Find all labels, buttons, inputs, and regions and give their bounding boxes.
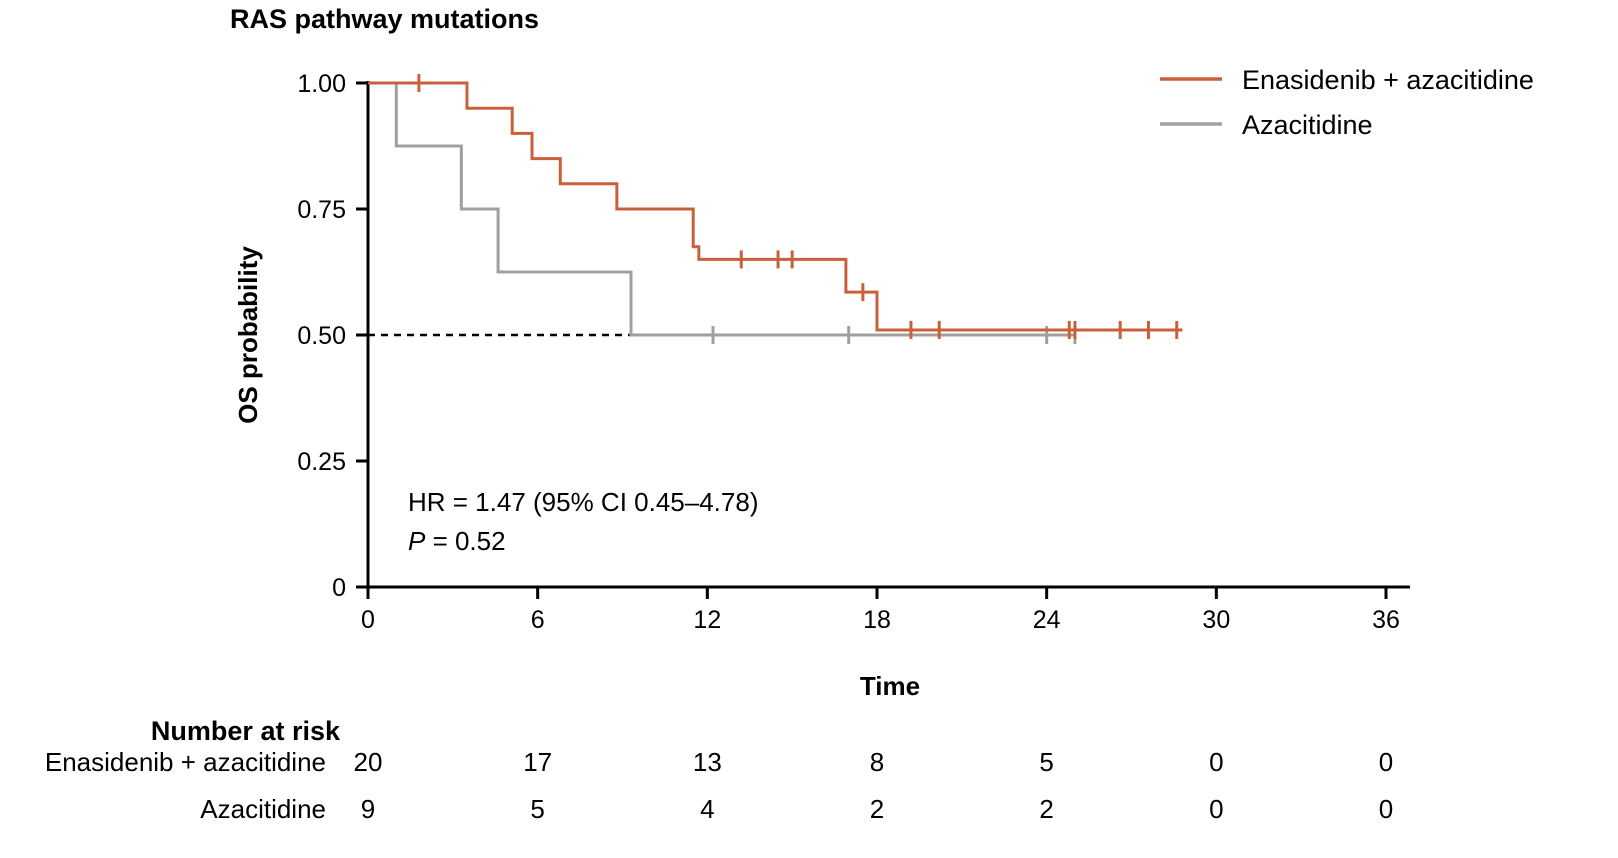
risk-table: Enasidenib + azacitidine 20 17 13 8 5 0 0Azacit… [45, 747, 1393, 824]
p-value-number: = 0.52 [425, 526, 505, 556]
p-value-label: P [408, 526, 426, 556]
curve-azacitidine [368, 81, 1075, 337]
risk-value-azacitidine-36: 0 [1379, 794, 1393, 824]
x-tick-label-18: 18 [863, 606, 891, 634]
legend: Enasidenib + azacitidine Azacitidine [1160, 65, 1534, 140]
y-tick-label-1: 0.25 [297, 448, 346, 476]
risk-value-azacitidine-24: 2 [1039, 794, 1053, 824]
risk-row-label-enasidenib-azacitidine: Enasidenib + azacitidine [45, 747, 326, 777]
risk-value-enasidenib-azacitidine-18: 8 [870, 747, 884, 777]
risk-value-azacitidine-0: 9 [361, 794, 375, 824]
x-tick-label-12: 12 [693, 606, 721, 634]
curve-enasidenib-azacitidine [368, 81, 1183, 332]
series-enasidenib-azacitidine [368, 74, 1183, 339]
x-tick-label-6: 6 [531, 606, 545, 634]
risk-value-azacitidine-30: 0 [1209, 794, 1223, 824]
x-tick-label-30: 30 [1202, 606, 1230, 634]
hazard-ratio-annotation: HR = 1.47 (95% CI 0.45–4.78) [408, 487, 758, 517]
legend-label-azacitidine: Azacitidine [1242, 110, 1373, 140]
risk-value-azacitidine-18: 2 [870, 794, 884, 824]
survival-curves [368, 74, 1183, 344]
y-axis-title: OS probability [233, 246, 263, 424]
risk-table-title: Number at risk [151, 716, 341, 746]
x-tick-label-0: 0 [361, 606, 375, 634]
legend-label-enasidenib-azacitidine: Enasidenib + azacitidine [1242, 65, 1534, 95]
y-tick-label-3: 0.75 [297, 196, 346, 224]
y-tick-label-2: 0.50 [297, 322, 346, 350]
x-tick-label-36: 36 [1372, 606, 1400, 634]
risk-value-enasidenib-azacitidine-30: 0 [1209, 747, 1223, 777]
risk-value-azacitidine-6: 5 [530, 794, 544, 824]
risk-value-enasidenib-azacitidine-24: 5 [1039, 747, 1053, 777]
series-azacitidine [368, 81, 1077, 344]
risk-value-enasidenib-azacitidine-6: 17 [523, 747, 552, 777]
x-tick-label-24: 24 [1033, 606, 1061, 634]
risk-value-enasidenib-azacitidine-12: 13 [693, 747, 722, 777]
x-axis-title: Time [860, 671, 920, 701]
risk-value-enasidenib-azacitidine-0: 20 [354, 747, 383, 777]
risk-value-enasidenib-azacitidine-36: 0 [1379, 747, 1393, 777]
axes: 0 6 12 18 24 30 36 0 0.25 0.50 0.75 1.00 [297, 70, 1410, 634]
y-tick-label-4: 1.00 [297, 70, 346, 98]
p-value-annotation: P = 0.52 [408, 526, 506, 556]
chart-title: RAS pathway mutations [230, 4, 539, 34]
risk-value-azacitidine-12: 4 [700, 794, 714, 824]
y-tick-label-0: 0 [332, 574, 346, 602]
risk-row-label-azacitidine: Azacitidine [200, 794, 326, 824]
